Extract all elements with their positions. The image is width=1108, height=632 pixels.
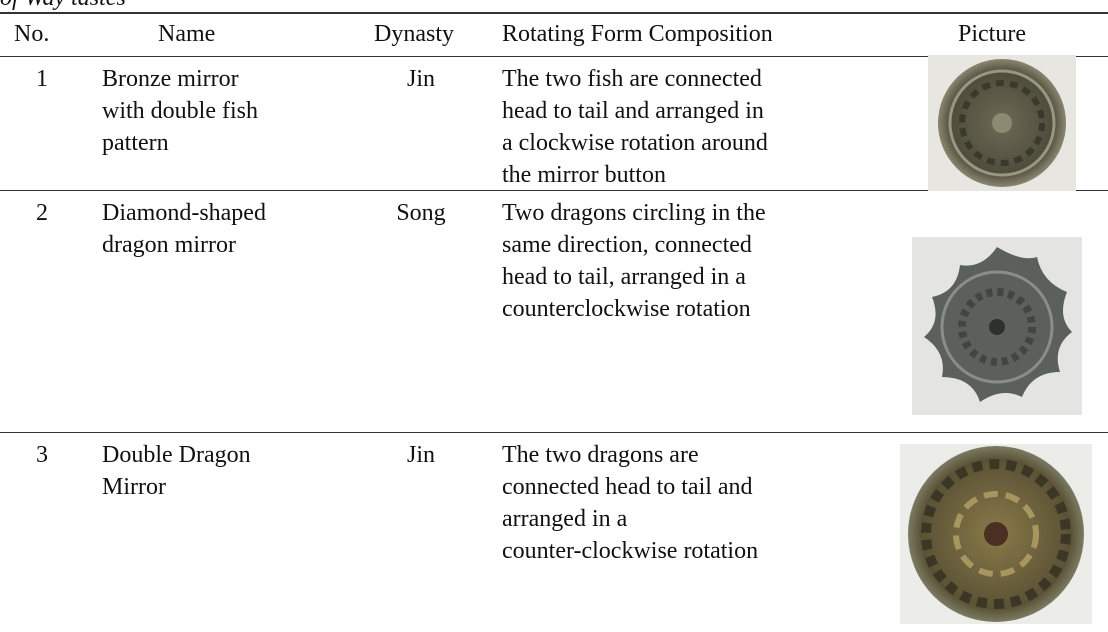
mirror-name: Mirror <box>102 474 166 500</box>
header: Name <box>158 21 216 47</box>
caption: of Way tastes <box>0 0 126 14</box>
mirror-name: Diamond-shaped <box>102 200 266 226</box>
composition: Two dragons circling in the <box>502 200 766 226</box>
mirror-name: dragon mirror <box>102 232 236 258</box>
mirror-picture <box>900 444 1092 624</box>
composition: connected head to tail and <box>502 474 753 500</box>
dynasty: Jin <box>406 66 435 92</box>
header: Picture <box>958 21 1026 47</box>
composition: The two fish are connected <box>502 66 762 92</box>
dynasty: Song <box>396 200 446 226</box>
header: Dynasty <box>374 21 454 47</box>
row-number: 2 <box>36 200 48 226</box>
composition: arranged in a <box>502 506 628 532</box>
composition: a clockwise rotation around <box>502 130 768 156</box>
top-rule <box>0 12 1108 14</box>
mirror-name: pattern <box>102 130 169 156</box>
composition: the mirror button <box>502 162 666 188</box>
row-rule <box>0 190 1108 191</box>
mirror-name: Bronze mirror <box>102 66 239 92</box>
mirror-picture <box>928 55 1076 191</box>
mirror-name: Double Dragon <box>102 442 251 468</box>
dynasty: Jin <box>406 442 435 468</box>
header: No. <box>14 21 50 47</box>
row-number: 3 <box>36 442 48 468</box>
row-rule <box>0 432 1108 433</box>
composition: head to tail and arranged in <box>502 98 764 124</box>
composition: head to tail, arranged in a <box>502 264 746 290</box>
composition: The two dragons are <box>502 442 699 468</box>
header: Rotating Form Composition <box>502 21 773 47</box>
mirror-picture <box>912 237 1082 415</box>
header-rule <box>0 56 1108 57</box>
row-number: 1 <box>36 66 48 92</box>
composition: same direction, connected <box>502 232 752 258</box>
mirror-name: with double fish <box>102 98 258 124</box>
composition: counter-clockwise rotation <box>502 538 759 564</box>
composition: counterclockwise rotation <box>502 296 751 322</box>
